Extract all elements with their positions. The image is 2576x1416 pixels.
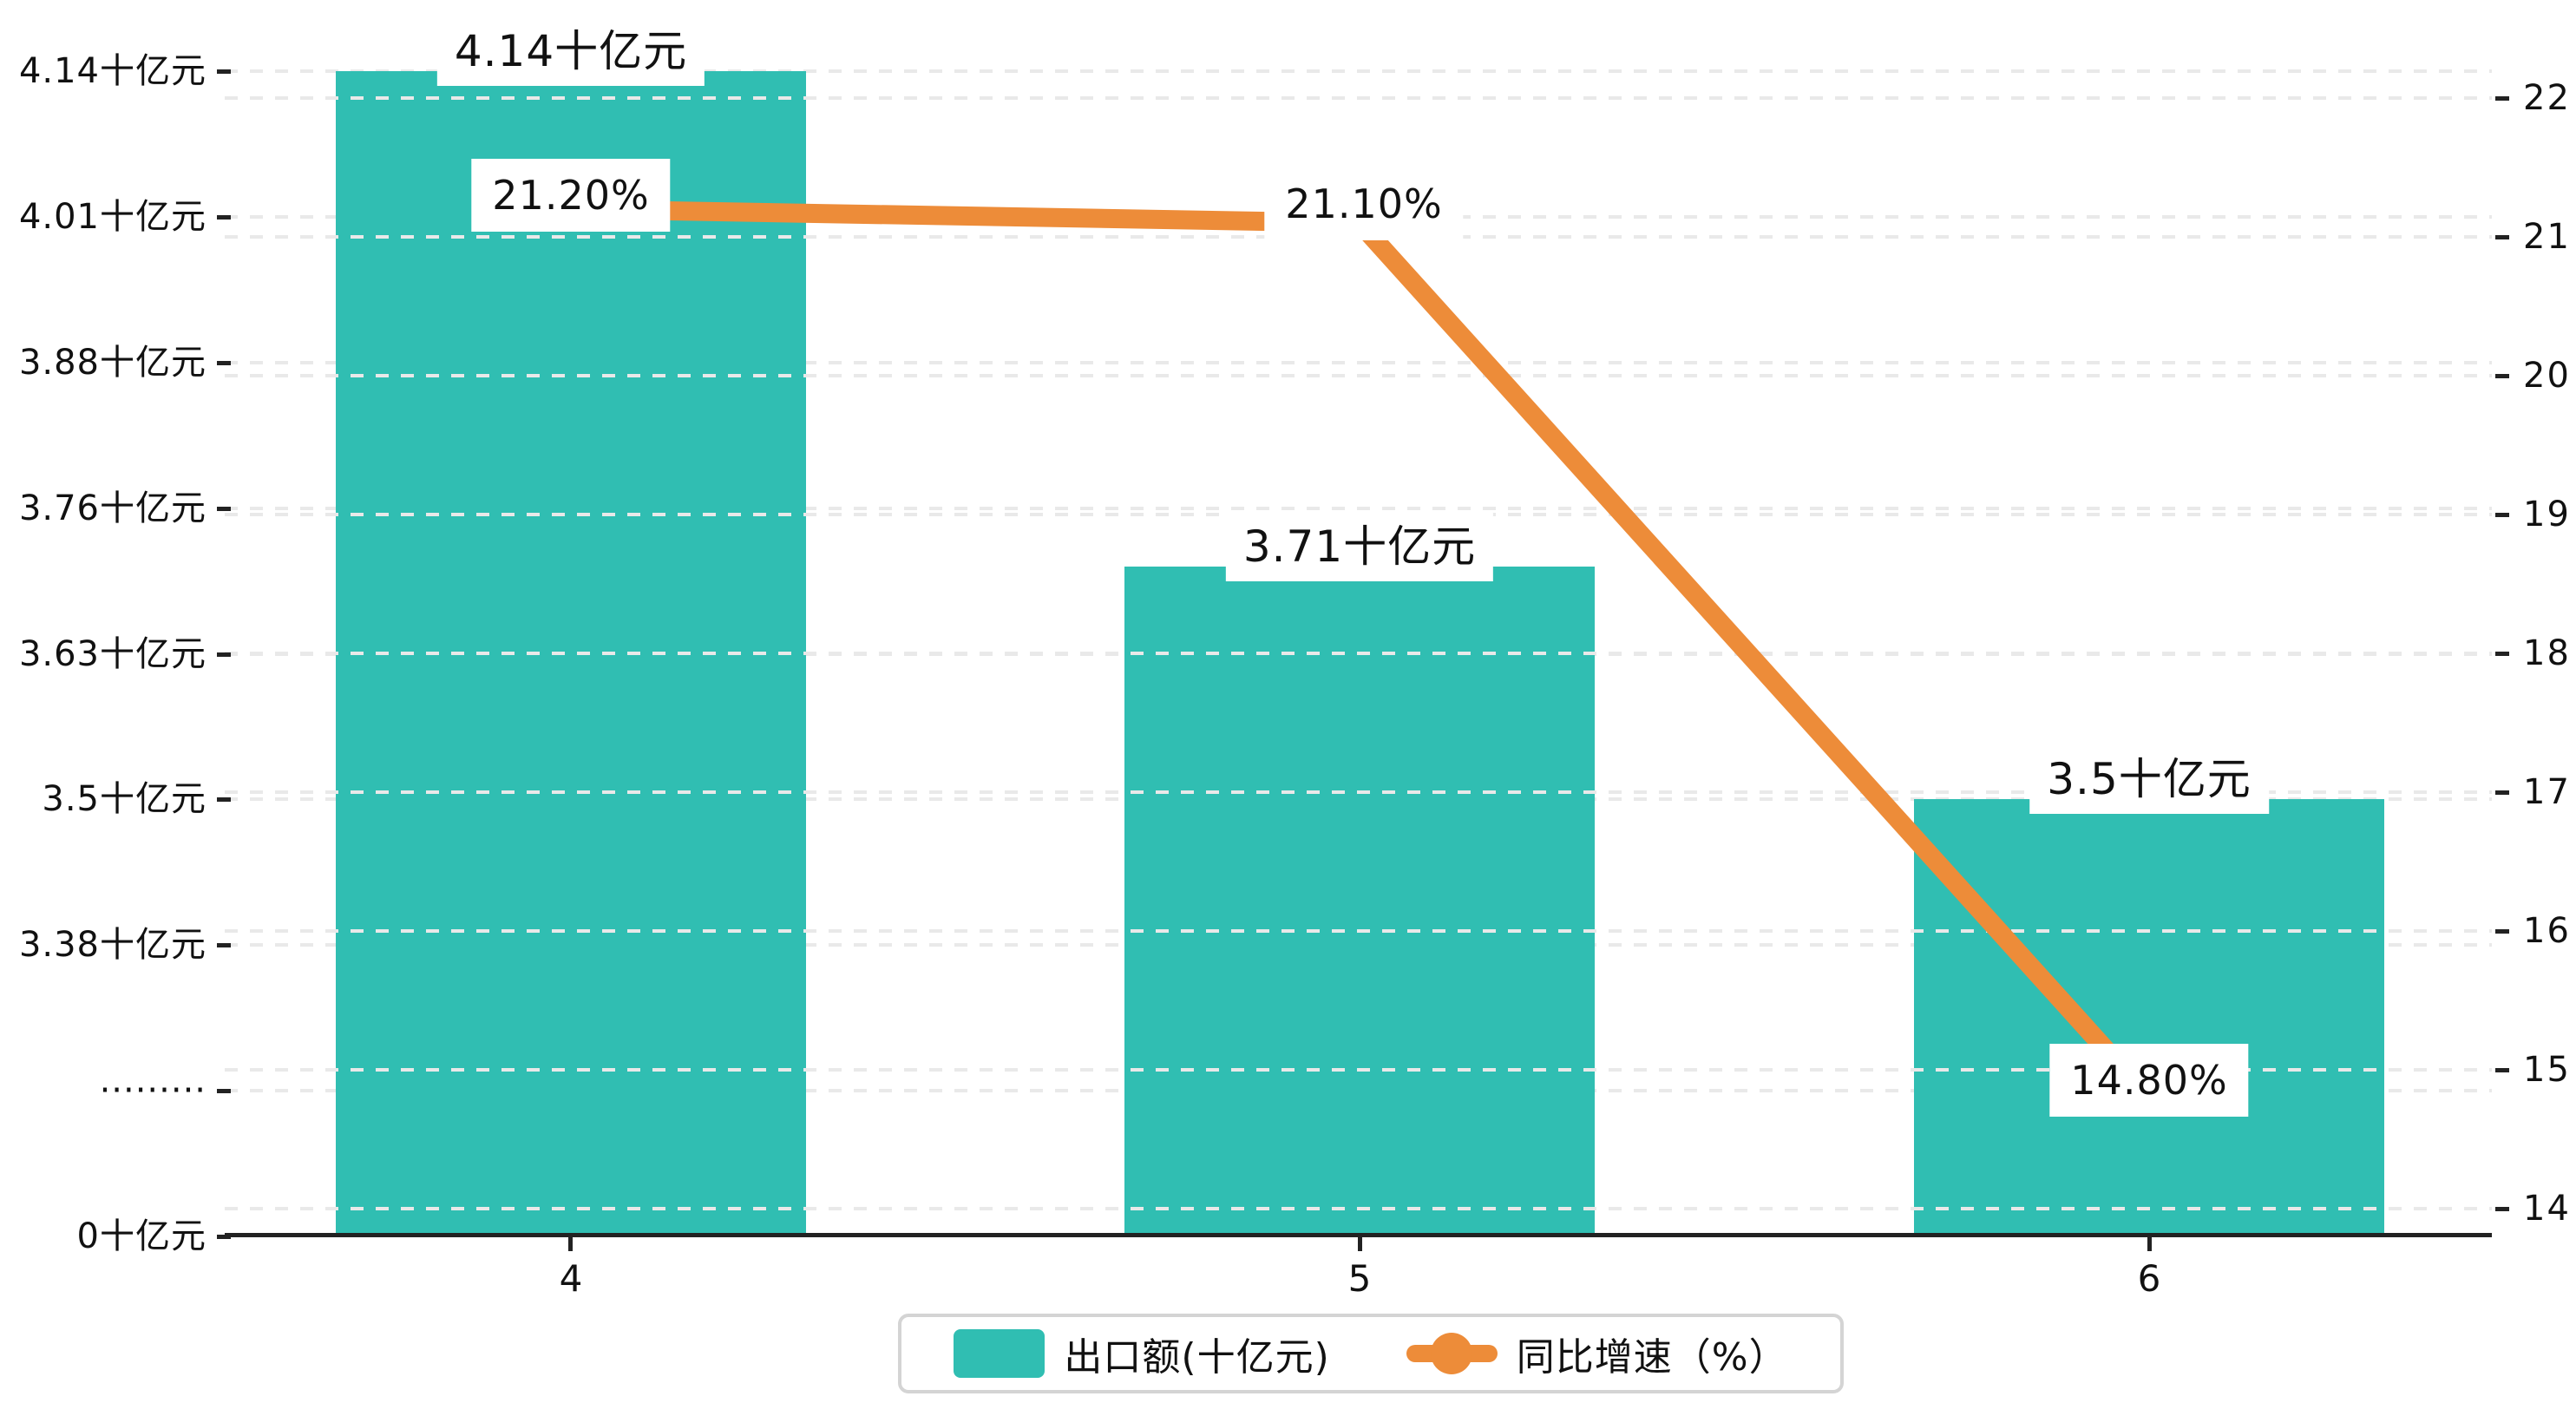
y-left-tick (217, 507, 231, 511)
y-left-tick (217, 361, 231, 365)
y-left-label: 3.76十亿元 (18, 488, 206, 528)
bar-value-label: 3.71十亿元 (1225, 512, 1494, 581)
y-left-tick (217, 797, 231, 802)
bar-series-swatch-icon (954, 1329, 1045, 1378)
y-left-tick (217, 1089, 231, 1093)
gridline-right-axis (225, 1207, 2492, 1210)
x-axis-line (225, 1233, 2492, 1237)
y-left-label: 3.63十亿元 (18, 634, 206, 674)
y-right-tick (2495, 235, 2509, 239)
y-right-tick (2495, 96, 2509, 101)
y-right-label: 14 (2523, 1189, 2571, 1229)
line-value-label: 14.80% (2049, 1044, 2249, 1117)
y-right-tick (2495, 1068, 2509, 1072)
legend-label-growth: 同比增速（%） (1516, 1335, 1788, 1380)
gridline-right-axis (225, 374, 2492, 377)
y-right-label: 16 (2523, 911, 2571, 951)
bar-value-label: 4.14十亿元 (436, 16, 705, 86)
y-right-label: 21 (2523, 217, 2571, 257)
legend-item-exports[interactable]: 出口额(十亿元) (954, 1326, 1329, 1381)
y-left-tick (217, 652, 231, 657)
y-left-tick (217, 1235, 231, 1239)
y-left-label: 4.14十亿元 (18, 51, 206, 91)
y-left-label: 3.5十亿元 (42, 779, 206, 819)
y-right-tick (2495, 513, 2509, 517)
legend-label-exports: 出口额(十亿元) (1064, 1335, 1330, 1380)
gridline-right-axis (225, 96, 2492, 100)
bar-month-5[interactable] (1124, 567, 1595, 1235)
y-left-label: 3.38十亿元 (18, 925, 206, 965)
y-right-tick (2495, 929, 2509, 934)
y-right-label: 18 (2523, 633, 2571, 673)
y-right-tick (2495, 652, 2509, 656)
y-right-tick (2495, 790, 2509, 795)
y-right-label: 15 (2523, 1050, 2571, 1090)
legend-item-growth[interactable]: 同比增速（%） (1406, 1326, 1788, 1381)
y-left-label: 3.88十亿元 (18, 343, 206, 383)
line-value-label: 21.20% (471, 159, 671, 232)
y-right-tick (2495, 1207, 2509, 1211)
x-label-6: 6 (2137, 1257, 2161, 1300)
x-axis-tick (568, 1237, 573, 1251)
y-left-tick (217, 69, 231, 74)
line-series-marker-icon (1406, 1333, 1498, 1374)
y-right-label: 20 (2523, 356, 2571, 396)
y-left-label-axis-break: ········· (99, 1071, 206, 1111)
gridline-right-axis (225, 929, 2492, 933)
x-label-4: 4 (559, 1257, 583, 1300)
x-axis-tick (1358, 1237, 1362, 1251)
y-left-tick (217, 943, 231, 947)
x-axis-tick (2147, 1237, 2152, 1251)
bar-value-label: 3.5十亿元 (2029, 744, 2269, 814)
y-left-label: 0十亿元 (76, 1216, 206, 1256)
gridline-right-axis (225, 652, 2492, 655)
y-right-tick (2495, 374, 2509, 378)
bar-month-6[interactable] (1914, 799, 2384, 1235)
y-left-label: 4.01十亿元 (18, 197, 206, 237)
gridline-left-axis (225, 69, 2492, 73)
x-label-5: 5 (1347, 1257, 1372, 1300)
y-right-label: 19 (2523, 495, 2571, 534)
y-right-label: 17 (2523, 772, 2571, 812)
line-value-label: 21.10% (1264, 167, 1464, 240)
legend: 出口额(十亿元) 同比增速（%） (898, 1314, 1844, 1393)
y-right-label: 22 (2523, 78, 2571, 118)
y-left-tick (217, 215, 231, 220)
